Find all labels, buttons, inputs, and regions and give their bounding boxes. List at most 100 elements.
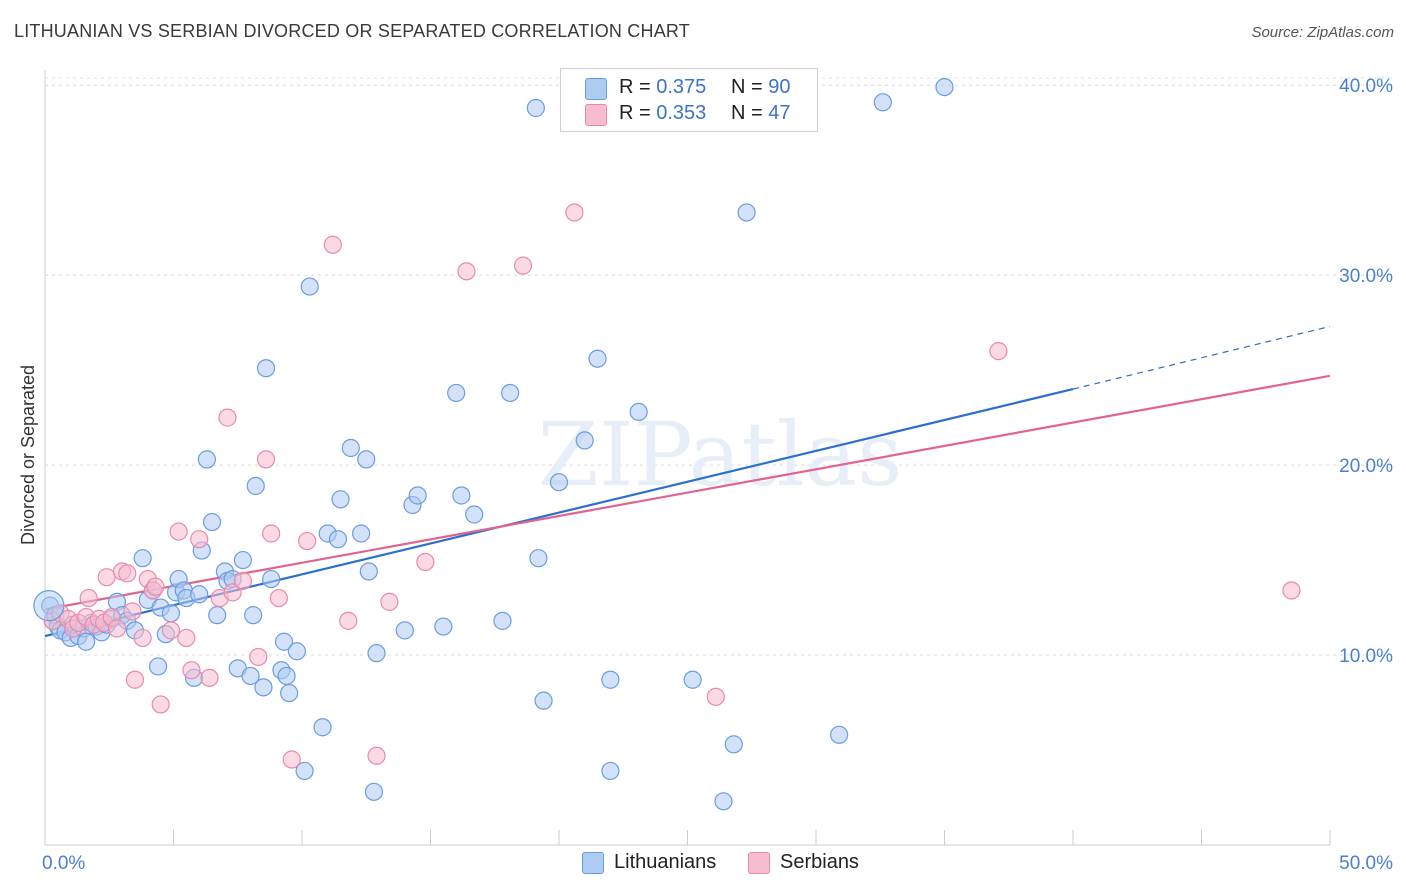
serbian-point (565, 203, 584, 222)
lithuanian-point (208, 606, 227, 625)
lithuanian-point (300, 277, 319, 296)
lithuanian-point (493, 611, 512, 630)
lithuanian-point (256, 359, 276, 378)
lithuanian-point (202, 512, 222, 532)
lithuanian-point (262, 569, 281, 589)
lithuanians-trend-extension (1072, 325, 1331, 390)
r-label: R = (619, 102, 657, 124)
y-tick-label: 10.0% (1339, 646, 1393, 667)
lithuanian-point (830, 725, 849, 744)
y-tick-label: 20.0% (1339, 456, 1393, 477)
lithuanian-point (367, 644, 386, 663)
lithuanian-point (313, 718, 332, 737)
serbian-point (182, 661, 201, 680)
lithuanian-point (328, 530, 348, 549)
lithuanian-point (254, 678, 273, 697)
lithuanian-point (161, 604, 181, 623)
serbian-point (249, 647, 268, 667)
lithuanian-point (280, 683, 299, 703)
y-tick-label: 40.0% (1339, 76, 1393, 97)
lithuanian-point (588, 349, 607, 368)
lithuanian-point (601, 761, 620, 781)
serbians-swatch (585, 104, 607, 126)
serbian-point (218, 408, 237, 427)
lithuanian-point (190, 585, 209, 604)
lithuanian-point (341, 438, 360, 458)
serbian-point (298, 531, 317, 551)
serbian-point (151, 695, 170, 714)
tick-labels: 10.0% 20.0% 30.0% 40.0% 0.0% 50.0% (42, 76, 1393, 874)
lithuanian-point (629, 402, 648, 422)
serbian-point (177, 628, 196, 648)
data-points (33, 77, 1301, 811)
serbian-point (1282, 581, 1301, 600)
lithuanian-point (244, 606, 263, 625)
lithuanian-point (364, 782, 384, 801)
lithuanian-point (246, 476, 265, 496)
lithuanian-point (683, 670, 702, 689)
gridlines (45, 77, 1395, 656)
serbian-point (380, 592, 399, 611)
serbian-point (262, 524, 281, 543)
r-label: R = (619, 76, 657, 98)
lithuanian-point (534, 691, 553, 710)
n-label: N = (731, 102, 769, 124)
source-credit: Source: ZipAtlas.com (1251, 24, 1394, 41)
lithuanian-point (529, 549, 548, 568)
lithuanian-point (447, 383, 466, 403)
n-value: 47 (768, 102, 791, 124)
serbian-point (190, 530, 209, 549)
stats-legend: R = 0.375 N = 90 R = 0.353 N = 47 (560, 68, 818, 132)
x-tick-label: 0.0% (42, 853, 85, 874)
serbian-point (457, 262, 476, 281)
lithuanian-point (601, 670, 620, 689)
lithuanian-point (434, 617, 453, 636)
lithuanian-point (395, 621, 414, 640)
lithuanians-legend-label: Lithuanians (614, 851, 717, 873)
lithuanian-point (287, 642, 306, 661)
serbian-point (706, 687, 725, 706)
serbian-point (133, 628, 152, 648)
n-label: N = (731, 76, 769, 98)
lithuanians-legend-swatch (582, 852, 604, 874)
serbian-point (256, 450, 276, 469)
serbians-legend-swatch (748, 852, 770, 874)
lithuanian-point (873, 93, 892, 112)
chart-title: LITHUANIAN VS SERBIAN DIVORCED OR SEPARA… (14, 21, 690, 41)
axes (44, 70, 1331, 846)
serbians-legend-label: Serbians (780, 851, 859, 873)
serbian-point (989, 342, 1008, 361)
lithuanian-point (714, 792, 733, 811)
lithuanian-point (241, 666, 260, 686)
lithuanian-point (357, 450, 376, 469)
serbian-point (123, 602, 142, 621)
serbian-point (200, 668, 219, 687)
lithuanian-point (197, 450, 217, 469)
lithuanian-point (133, 549, 152, 568)
watermark: ZIPatlas (538, 403, 903, 506)
lithuanian-point (148, 657, 168, 676)
lithuanian-point (526, 98, 545, 118)
lithuanian-point (331, 490, 350, 509)
serbian-point (223, 583, 242, 602)
serbian-point (97, 568, 116, 587)
r-value: 0.375 (656, 76, 707, 98)
serbian-point (416, 552, 435, 572)
lithuanian-point (549, 473, 569, 492)
lithuanian-point (77, 632, 96, 651)
y-axis-label: Divorced or Separated (18, 365, 38, 545)
lithuanian-point (295, 761, 314, 781)
serbian-point (323, 235, 342, 254)
serbian-point (269, 588, 288, 608)
lithuanian-point (352, 524, 371, 543)
lithuanian-point (501, 383, 520, 403)
serbians-trend-line (44, 374, 1331, 611)
lithuanian-point (277, 666, 296, 686)
lithuanian-point (724, 735, 743, 754)
serbian-point (169, 522, 188, 541)
lithuanian-cluster-point (33, 590, 65, 622)
r-value: 0.353 (656, 102, 707, 124)
lithuanian-point (465, 505, 484, 524)
serbian-point (233, 571, 252, 591)
